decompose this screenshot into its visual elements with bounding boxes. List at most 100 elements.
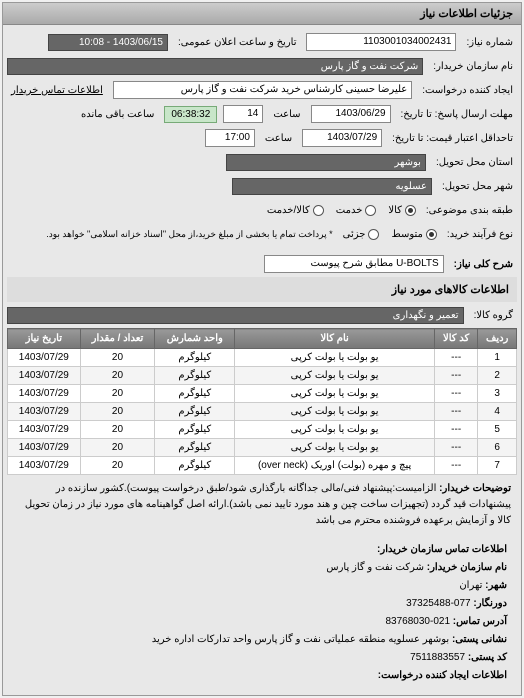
form-area: شماره نیاز: 1103001034002431 تاریخ و ساع…	[3, 25, 521, 695]
table-cell: 20	[80, 421, 155, 439]
price-deadline-date: 1403/07/29	[302, 129, 382, 147]
goods-table: ردیف کد کالا نام کالا واحد شمارش تعداد /…	[7, 328, 517, 475]
table-cell: 5	[478, 421, 517, 439]
process-radio-group: متوسط جزئی	[343, 229, 437, 240]
req-num-value: 1103001034002431	[306, 33, 456, 51]
contact-creator-label: اطلاعات ایجاد کننده درخواست:	[378, 670, 507, 681]
table-cell: 20	[80, 385, 155, 403]
col-index: ردیف	[478, 329, 517, 349]
deadline-reply-label: مهلت ارسال پاسخ: تا تاریخ:	[397, 109, 517, 120]
contact-fax-label: دورنگار:	[473, 598, 507, 609]
table-cell: 20	[80, 457, 155, 475]
radio-icon	[365, 205, 376, 216]
process-note: * پرداخت تمام یا بخشی از مبلغ خرید،از مح…	[42, 229, 336, 240]
table-cell: یو بولت یا بولت کرپی	[235, 403, 435, 421]
hour-label-1: ساعت	[269, 109, 304, 120]
budget-radio-group: کالا خدمت کالا/خدمت	[267, 205, 416, 216]
req-num-label: شماره نیاز:	[462, 37, 517, 48]
delivery-province-value: بوشهر	[226, 154, 426, 171]
table-cell: پیچ و مهره (بولت) اوریک (over neck)	[235, 457, 435, 475]
requester-label: ایجاد کننده درخواست:	[418, 85, 517, 96]
contact-phone: 021-83768030	[385, 616, 450, 627]
table-cell: 1403/07/29	[8, 403, 81, 421]
table-cell: 1	[478, 349, 517, 367]
budget-option-0[interactable]: کالا	[388, 205, 416, 216]
table-cell: 20	[80, 349, 155, 367]
radio-icon	[368, 229, 379, 240]
table-cell: 20	[80, 403, 155, 421]
table-cell: ---	[434, 403, 477, 421]
process-option-1[interactable]: جزئی	[343, 229, 380, 240]
radio-icon	[426, 229, 437, 240]
contact-addr: بوشهر عسلویه منطقه عملیاتی نفت و گاز پار…	[152, 634, 449, 645]
budget-label: طبقه بندی موضوعی:	[422, 205, 517, 216]
delivery-city-label: شهر محل تحویل:	[438, 181, 517, 192]
contact-code-label: کد پستی:	[468, 652, 507, 663]
table-cell: 1403/07/29	[8, 349, 81, 367]
contact-link[interactable]: اطلاعات تماس خریدار	[7, 85, 107, 96]
table-cell: 1403/07/29	[8, 367, 81, 385]
table-cell: ---	[434, 367, 477, 385]
table-header-row: ردیف کد کالا نام کالا واحد شمارش تعداد /…	[8, 329, 517, 349]
table-cell: 1403/07/29	[8, 421, 81, 439]
contact-addr-label: نشانی پستی:	[452, 634, 507, 645]
contact-fax: 077-37325488	[406, 598, 471, 609]
table-cell: کیلوگرم	[155, 439, 235, 457]
buyer-notes-box: توضیحات خریدار: الزامیست:پیشنهاد فنی/مال…	[7, 475, 517, 535]
table-cell: یو بولت یا بولت کرپی	[235, 385, 435, 403]
contact-city: تهران	[459, 580, 482, 591]
contact-org-label: نام سازمان خریدار:	[427, 562, 507, 573]
col-name: نام کالا	[235, 329, 435, 349]
table-cell: ---	[434, 439, 477, 457]
table-row: 6---یو بولت یا بولت کرپیکیلوگرم201403/07…	[8, 439, 517, 457]
table-cell: ---	[434, 421, 477, 439]
deadline-reply-hour: 14	[223, 105, 263, 123]
buyer-label: نام سازمان خریدار:	[429, 61, 517, 72]
table-cell: 4	[478, 403, 517, 421]
table-cell: 20	[80, 367, 155, 385]
table-cell: یو بولت یا بولت کرپی	[235, 421, 435, 439]
radio-icon	[405, 205, 416, 216]
table-row: 1---یو بولت یا بولت کرپیکیلوگرم201403/07…	[8, 349, 517, 367]
goods-section-title: اطلاعات کالاهای مورد نیاز	[7, 277, 517, 302]
remain-label: ساعت باقی مانده	[77, 109, 158, 120]
table-cell: کیلوگرم	[155, 403, 235, 421]
table-cell: کیلوگرم	[155, 349, 235, 367]
desc-value: U-BOLTS مطابق شرح پیوست	[264, 255, 444, 273]
table-cell: یو بولت یا بولت کرپی	[235, 349, 435, 367]
contact-title: اطلاعات تماس سازمان خریدار:	[377, 544, 507, 555]
pub-date-label: تاریخ و ساعت اعلان عمومی:	[174, 37, 301, 48]
process-label: نوع فرآیند خرید:	[443, 229, 517, 240]
buyer-notes-label: توضیحات خریدار:	[439, 483, 511, 494]
requester-value: علیرضا حسینی کارشناس خرید شرکت نفت و گاز…	[113, 81, 412, 99]
contact-org: شرکت نفت و گاز پارس	[326, 562, 424, 573]
table-cell: ---	[434, 385, 477, 403]
table-cell: ---	[434, 457, 477, 475]
table-row: 4---یو بولت یا بولت کرپیکیلوگرم201403/07…	[8, 403, 517, 421]
budget-option-1[interactable]: خدمت	[336, 205, 377, 216]
need-details-panel: جزئیات اطلاعات نیاز شماره نیاز: 11030010…	[2, 2, 522, 696]
table-cell: 2	[478, 367, 517, 385]
col-qty: تعداد / مقدار	[80, 329, 155, 349]
contact-phone-label: آدرس تماس:	[453, 616, 507, 627]
table-cell: 7	[478, 457, 517, 475]
price-deadline-hour: 17:00	[205, 129, 255, 147]
radio-icon	[313, 205, 324, 216]
budget-option-2[interactable]: کالا/خدمت	[267, 205, 324, 216]
table-cell: 1403/07/29	[8, 457, 81, 475]
process-option-0[interactable]: متوسط	[391, 229, 436, 240]
delivery-city-value: عسلویه	[232, 178, 432, 195]
col-unit: واحد شمارش	[155, 329, 235, 349]
contact-city-label: شهر:	[485, 580, 507, 591]
group-value: تعمیر و نگهداری	[7, 307, 464, 324]
hour-label-2: ساعت	[261, 133, 296, 144]
col-date: تاریخ نیاز	[8, 329, 81, 349]
table-cell: 1403/07/29	[8, 385, 81, 403]
col-code: کد کالا	[434, 329, 477, 349]
table-cell: 20	[80, 439, 155, 457]
group-label: گروه کالا:	[470, 310, 517, 321]
table-cell: یو بولت یا بولت کرپی	[235, 439, 435, 457]
delivery-province-label: استان محل تحویل:	[432, 157, 517, 168]
pub-date-value: 1403/06/15 - 10:08	[48, 34, 168, 51]
contact-info-box: اطلاعات تماس سازمان خریدار: نام سازمان خ…	[7, 535, 517, 691]
